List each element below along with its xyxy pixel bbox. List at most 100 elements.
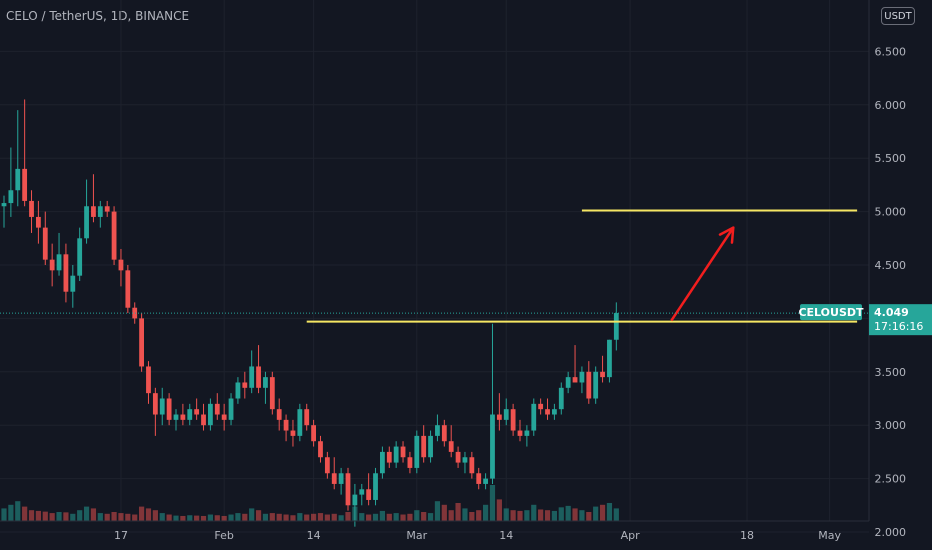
volume-bar xyxy=(255,510,262,521)
candle-body xyxy=(538,403,544,410)
candle-body xyxy=(572,377,578,383)
volume-bar xyxy=(503,508,509,521)
volume-bar xyxy=(187,515,193,521)
volume-bar xyxy=(276,513,282,521)
volume-bar xyxy=(517,510,523,521)
volume-bar xyxy=(139,506,145,521)
volume-bar xyxy=(132,514,138,521)
volume-bar xyxy=(565,505,571,521)
candle-body xyxy=(194,409,200,415)
candle-body xyxy=(483,478,488,484)
candle-body xyxy=(49,259,55,271)
projection-arrow[interactable] xyxy=(670,226,735,322)
volume-bar xyxy=(338,515,344,521)
volume-bar xyxy=(317,513,324,521)
chart-title: CELO / TetherUS, 1D, BINANCE xyxy=(6,9,190,23)
candle-body xyxy=(428,435,433,458)
candle-body xyxy=(208,403,213,426)
volume-bar xyxy=(104,513,110,521)
candle-body xyxy=(152,393,158,415)
x-tick-label: 14 xyxy=(499,529,513,542)
volume-bar xyxy=(476,510,482,521)
volume-bar xyxy=(586,512,592,521)
y-tick-label: 6.000 xyxy=(875,99,907,112)
volume-bar xyxy=(613,508,619,521)
candle-body xyxy=(297,409,303,436)
arrow-head xyxy=(730,226,735,244)
arrow-shaft xyxy=(670,226,735,322)
y-tick-label: 2.000 xyxy=(875,526,907,539)
candle-body xyxy=(146,366,151,394)
volume-bar xyxy=(524,510,530,521)
x-tick-label: Mar xyxy=(406,529,427,542)
candle-body xyxy=(104,206,110,212)
volume-bar xyxy=(77,510,83,521)
candle-body xyxy=(249,366,255,388)
volume-bar xyxy=(510,510,516,521)
volume-bar xyxy=(180,515,186,521)
time-axis[interactable]: 17 Feb 14 Mar 14 Apr 18 May xyxy=(114,529,841,542)
candle-body xyxy=(91,206,96,217)
candle-body xyxy=(373,473,378,500)
support-resistance-lines[interactable] xyxy=(306,209,858,323)
candle-body xyxy=(311,425,316,442)
volume-bar xyxy=(145,508,152,521)
volume-bar xyxy=(489,485,496,521)
candle-body xyxy=(132,307,138,319)
candle-body xyxy=(36,216,41,228)
volume-bar xyxy=(462,508,468,521)
volume-bar xyxy=(194,515,200,521)
x-tick-label: 18 xyxy=(740,529,754,542)
y-tick-label: 5.500 xyxy=(875,152,907,165)
volume-bar xyxy=(434,501,441,521)
candle-body xyxy=(524,430,530,436)
candle-body xyxy=(414,435,420,468)
y-tick-label: 3.500 xyxy=(875,366,907,379)
candle-body xyxy=(159,398,165,415)
candle-body xyxy=(380,451,385,474)
candle-body xyxy=(462,457,468,463)
volume-bar xyxy=(214,515,220,521)
candle-body xyxy=(256,366,261,388)
volume-bar xyxy=(421,512,427,521)
volume-bar xyxy=(228,514,234,521)
volume-bar xyxy=(579,510,585,521)
volume-bar xyxy=(331,513,337,521)
currency-button[interactable]: USDT xyxy=(881,7,915,25)
candle-body xyxy=(552,409,557,415)
volume-bar xyxy=(572,508,578,521)
y-tick-label: 2.500 xyxy=(875,473,907,486)
candle-body xyxy=(173,414,179,420)
volume-bar xyxy=(311,513,317,521)
x-tick-label: May xyxy=(818,529,841,542)
volume-bar xyxy=(544,510,551,521)
x-tick-label: 17 xyxy=(114,529,128,542)
candle-body xyxy=(490,414,495,479)
volume-bar xyxy=(35,510,41,521)
volume-bar xyxy=(386,513,392,521)
candle-body xyxy=(393,446,399,463)
candle-body xyxy=(70,275,76,292)
candle-body xyxy=(455,451,461,463)
candle-body xyxy=(111,211,117,260)
volume-bar xyxy=(297,513,303,521)
candle-body xyxy=(476,473,482,484)
candle-body xyxy=(235,382,241,399)
volume-bar xyxy=(290,515,296,521)
candle-body xyxy=(496,414,502,420)
candle-body xyxy=(84,206,89,239)
volume-bar xyxy=(221,515,227,521)
price-tag-symbol-box xyxy=(800,304,862,321)
price-axis[interactable]: 2.0002.5003.0003.5004.0004.5005.0005.500… xyxy=(875,45,907,539)
volume-bar xyxy=(159,513,165,521)
y-tick-label: 6.500 xyxy=(875,45,907,58)
volume-bar xyxy=(125,513,131,521)
candle-body xyxy=(139,318,144,367)
candle-body xyxy=(42,227,48,260)
candle-body xyxy=(187,409,193,420)
candle-body xyxy=(359,489,365,495)
y-tick-label: 5.000 xyxy=(875,206,907,219)
candles xyxy=(1,99,619,527)
volume-bar xyxy=(97,513,103,521)
